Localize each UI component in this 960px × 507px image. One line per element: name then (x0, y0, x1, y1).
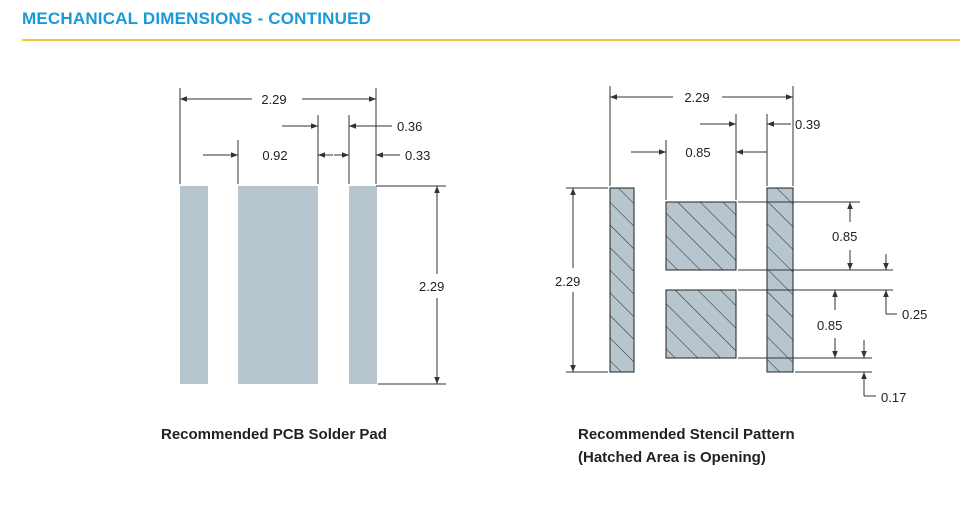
stencil-opening-upper-center (665, 201, 737, 271)
stencil-dim-center-opening-width: 0.85 (685, 145, 710, 160)
pcb-caption-text: Recommended PCB Solder Pad (161, 426, 387, 443)
pcb-dim-height: 2.29 (419, 279, 444, 294)
stencil-dim-opening-gap: 0.25 (902, 307, 927, 322)
stencil-pattern-drawing (566, 86, 897, 397)
stencil-opening-left (609, 187, 635, 373)
stencil-caption-line2: (Hatched Area is Opening) (578, 449, 766, 466)
stencil-dim-total-width: 2.29 (684, 90, 709, 105)
stencil-dimension-labels: 2.29 0.39 0.85 2.29 0.85 0.25 0.85 0.17 (555, 90, 927, 405)
pcb-pad-center (238, 186, 318, 384)
pcb-dim-total-width: 2.29 (261, 92, 286, 107)
pcb-pad-right (349, 186, 377, 384)
stencil-dim-side-opening-width: 0.39 (795, 117, 820, 132)
page-title: MECHANICAL DIMENSIONS - CONTINUED (22, 9, 372, 28)
pcb-dimension-labels: 2.29 0.36 0.92 0.33 2.29 (261, 92, 444, 294)
stencil-pattern-caption: Recommended Stencil Pattern (Hatched Are… (578, 423, 795, 469)
pcb-dim-gap: 0.36 (397, 119, 422, 134)
stencil-dim-lower-opening-height: 0.85 (817, 318, 842, 333)
stencil-dim-bottom-offset: 0.17 (881, 390, 906, 405)
stencil-opening-lower-center (665, 289, 737, 359)
pcb-dim-side-pad-width: 0.33 (405, 148, 430, 163)
title-divider (22, 39, 960, 41)
pcb-pad-left (180, 186, 208, 384)
pcb-solder-pad-drawing (179, 88, 446, 385)
stencil-opening-right (766, 187, 794, 373)
stencil-dim-upper-opening-height: 0.85 (832, 229, 857, 244)
pcb-solder-pad-caption: Recommended PCB Solder Pad (161, 423, 387, 446)
stencil-caption-line1: Recommended Stencil Pattern (578, 426, 795, 443)
pcb-dim-center-pad-width: 0.92 (262, 148, 287, 163)
stencil-dim-height: 2.29 (555, 274, 580, 289)
